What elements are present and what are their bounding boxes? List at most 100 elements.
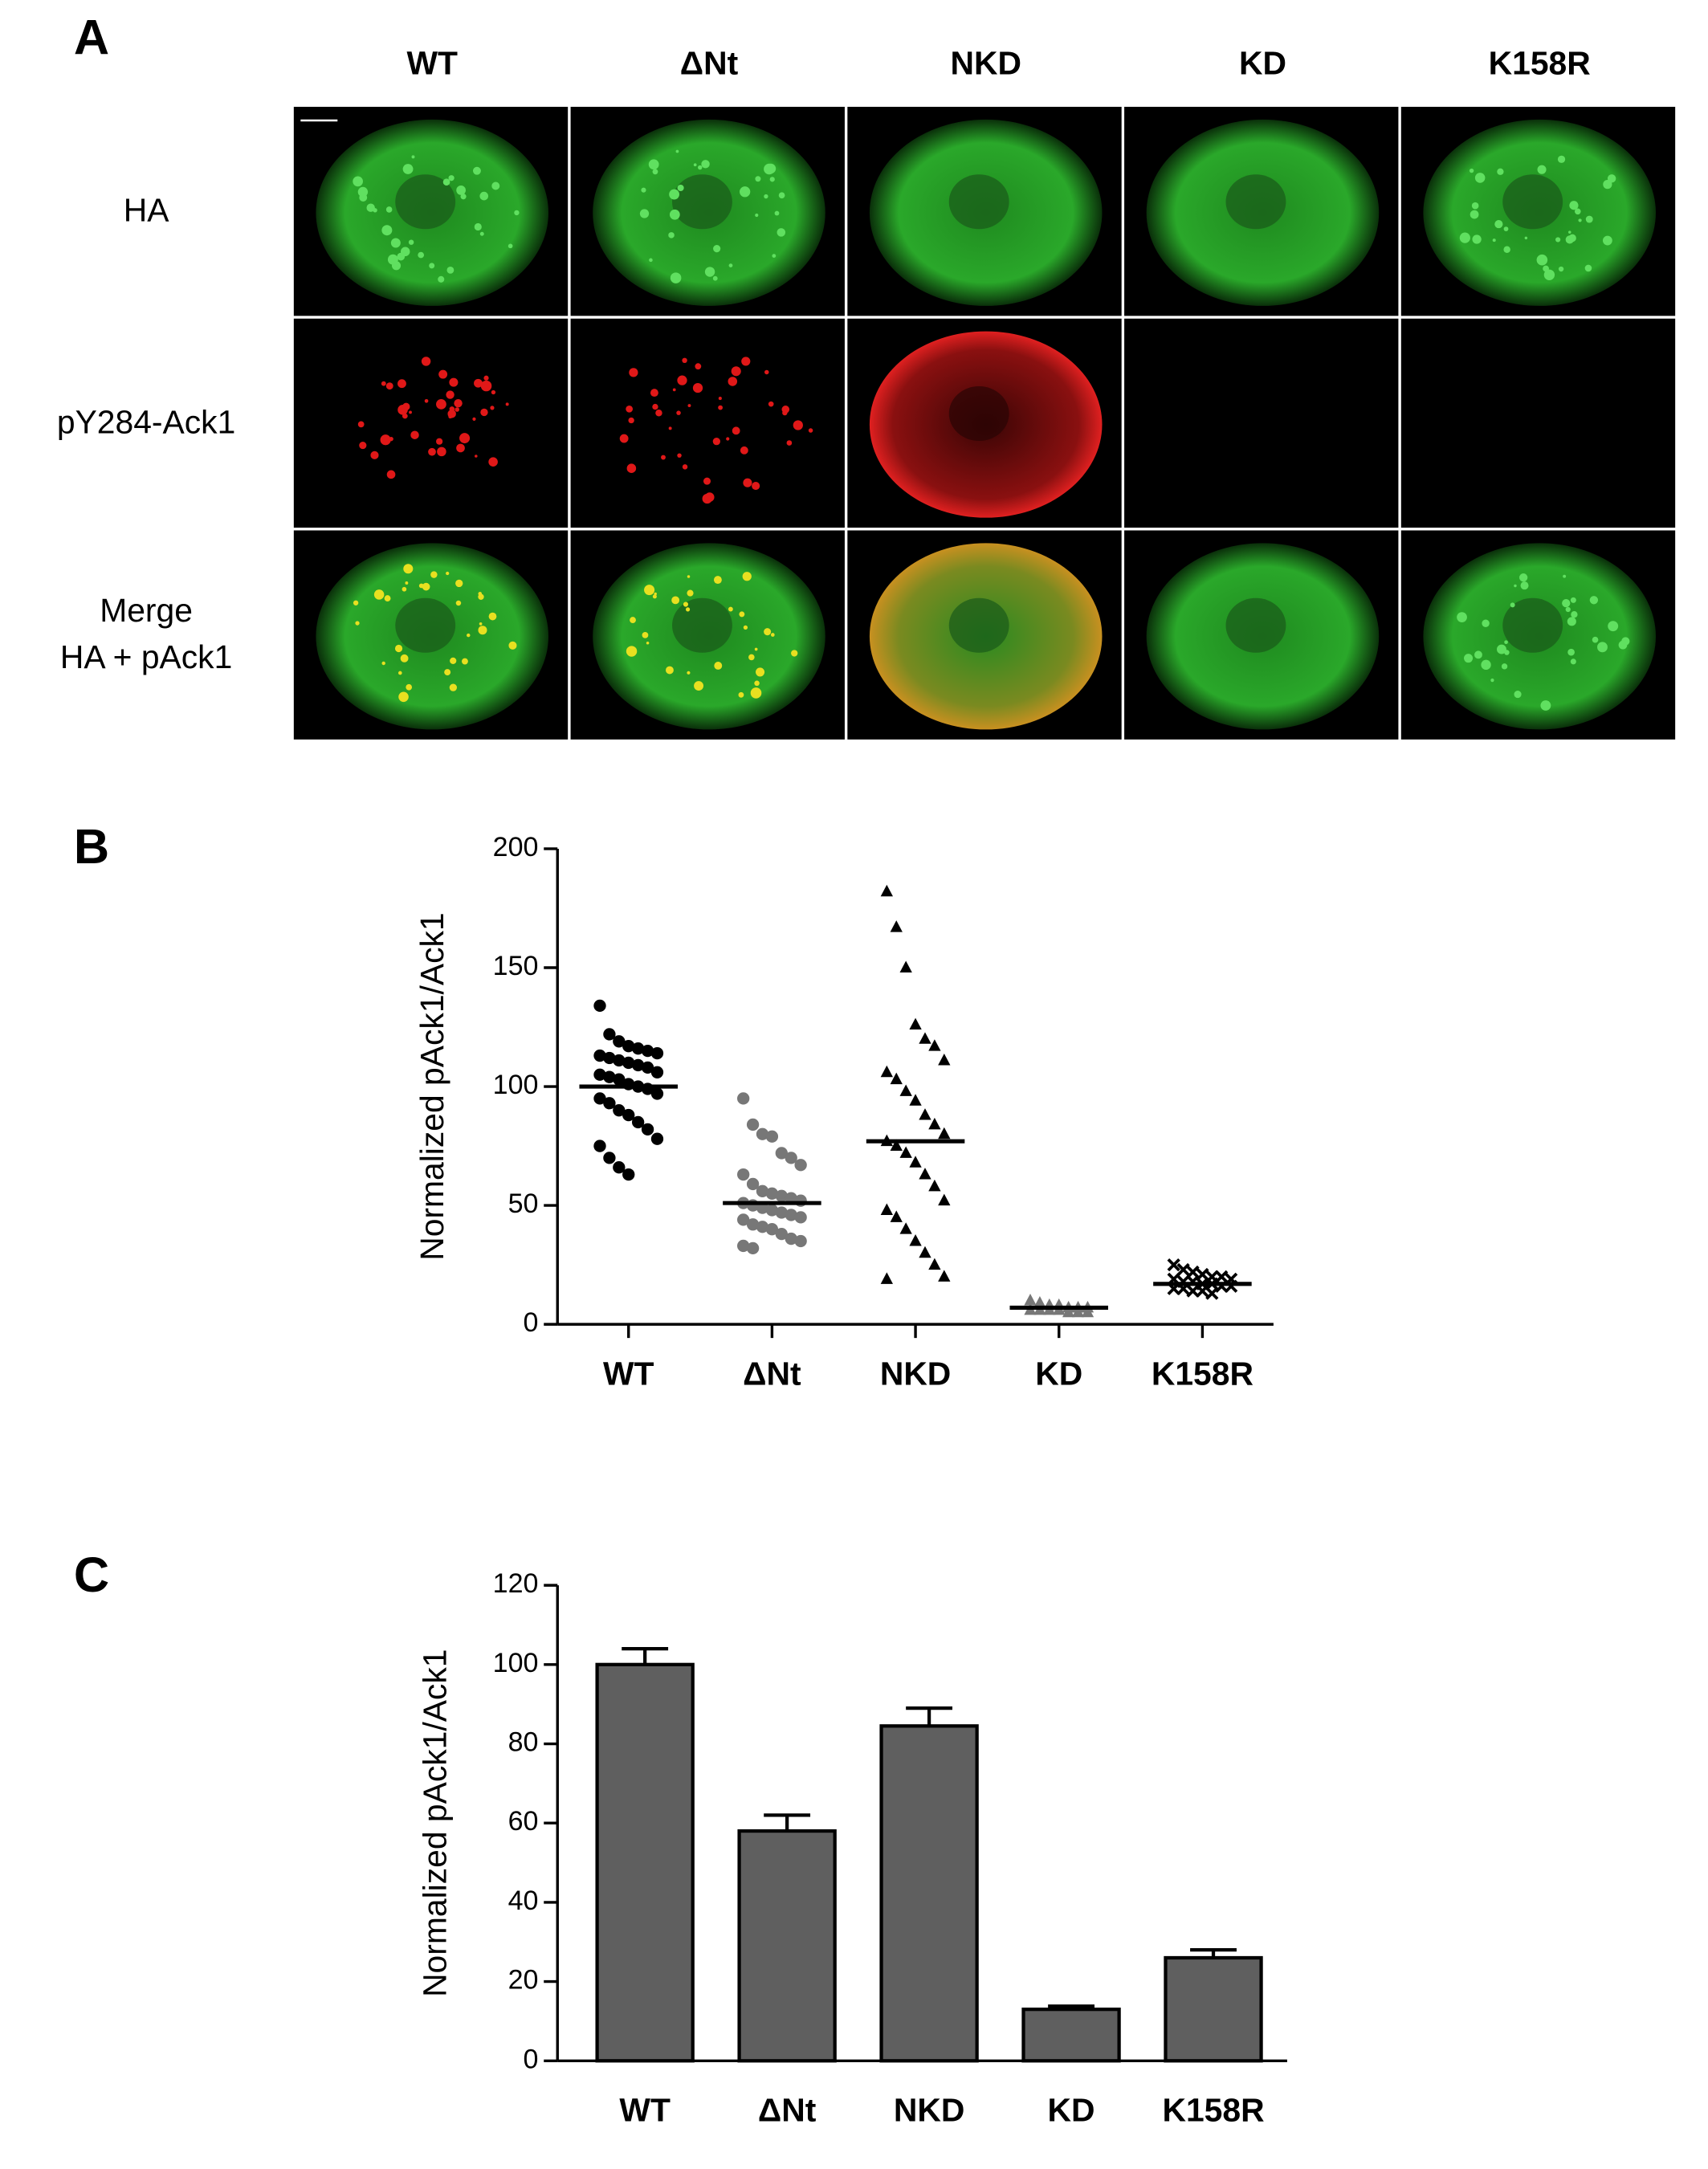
y-tick-label: 200 xyxy=(493,832,539,862)
panel-letter: B xyxy=(74,819,109,874)
data-point xyxy=(622,1056,635,1070)
column-label: KD xyxy=(1239,45,1286,82)
spot xyxy=(1543,269,1555,280)
spot xyxy=(384,595,391,602)
spot xyxy=(1520,581,1529,590)
spot xyxy=(402,402,410,411)
spot xyxy=(655,410,662,417)
data-point xyxy=(613,1035,626,1048)
spot xyxy=(743,625,748,630)
spot xyxy=(677,375,687,385)
spot xyxy=(446,571,450,576)
spot xyxy=(1497,644,1506,654)
spot xyxy=(387,254,398,265)
spot xyxy=(373,589,385,600)
spot xyxy=(628,417,634,424)
data-point xyxy=(794,1159,807,1172)
data-point xyxy=(603,1070,616,1083)
spot xyxy=(357,421,365,428)
spot xyxy=(1602,235,1612,246)
spot xyxy=(677,184,684,192)
spot xyxy=(682,357,687,364)
spot xyxy=(677,453,682,458)
spot xyxy=(1563,574,1567,578)
spot xyxy=(370,451,379,459)
spot xyxy=(456,443,465,453)
x-tick-label: NKD xyxy=(880,1356,951,1392)
spot xyxy=(652,594,657,599)
data-point xyxy=(919,1108,931,1120)
data-point xyxy=(756,1127,769,1140)
data-point xyxy=(890,1210,903,1222)
data-point xyxy=(613,1054,626,1067)
spot xyxy=(385,382,393,390)
data-point xyxy=(880,1203,893,1215)
y-tick-label: 0 xyxy=(524,2044,539,2074)
spot xyxy=(1536,254,1548,266)
data-point xyxy=(622,1168,635,1181)
spot xyxy=(385,206,393,213)
data-point xyxy=(928,1117,941,1130)
spot xyxy=(449,683,458,691)
spot xyxy=(421,357,431,366)
y-tick-label: 0 xyxy=(524,1307,539,1338)
data-point xyxy=(880,1272,893,1284)
spot xyxy=(669,209,680,220)
y-tick-label: 120 xyxy=(493,1568,539,1599)
spot xyxy=(353,176,363,187)
data-point xyxy=(890,920,903,932)
spot xyxy=(430,571,438,578)
spot xyxy=(1621,637,1630,646)
spot xyxy=(508,641,517,650)
spot xyxy=(764,163,775,175)
spot xyxy=(386,470,396,479)
data-point xyxy=(1205,1286,1219,1300)
spot xyxy=(1585,215,1593,223)
spot xyxy=(514,210,520,216)
data-point xyxy=(909,1156,922,1168)
spot xyxy=(447,410,456,418)
spot xyxy=(428,447,436,456)
data-point xyxy=(613,1073,626,1086)
nucleus xyxy=(1225,597,1286,653)
spot xyxy=(1574,208,1581,215)
spot xyxy=(769,177,775,182)
bar xyxy=(595,1662,695,2063)
spot xyxy=(1503,226,1509,231)
spot xyxy=(1569,201,1579,210)
spot xyxy=(626,405,633,413)
data-point xyxy=(938,1193,951,1206)
spot xyxy=(1482,619,1490,627)
spot xyxy=(646,641,650,645)
data-point xyxy=(603,1152,616,1164)
spot xyxy=(652,169,658,175)
spot xyxy=(411,155,415,159)
spot xyxy=(714,661,723,670)
spot xyxy=(1494,220,1503,229)
data-point xyxy=(794,1234,807,1248)
micrograph xyxy=(1400,318,1676,528)
spot xyxy=(713,245,721,253)
bar xyxy=(737,1829,837,2063)
spot xyxy=(490,406,495,410)
spot xyxy=(1510,602,1515,608)
spot xyxy=(777,228,786,237)
row-label: pY284-Ack1 xyxy=(57,403,235,440)
column-label: NKD xyxy=(950,45,1021,82)
spot xyxy=(450,657,457,665)
column-label: WT xyxy=(406,45,458,82)
spot xyxy=(1469,168,1474,173)
spot xyxy=(652,403,658,410)
spot xyxy=(701,160,710,169)
data-point xyxy=(746,1177,760,1191)
nucleus xyxy=(395,597,456,653)
spot xyxy=(648,159,659,170)
data-point xyxy=(756,1184,769,1197)
spot xyxy=(1537,165,1547,174)
spot xyxy=(756,667,765,677)
data-point xyxy=(775,1227,788,1241)
data-point xyxy=(603,1028,616,1041)
spot xyxy=(728,606,733,612)
spot xyxy=(1567,648,1575,656)
spot xyxy=(437,446,446,457)
